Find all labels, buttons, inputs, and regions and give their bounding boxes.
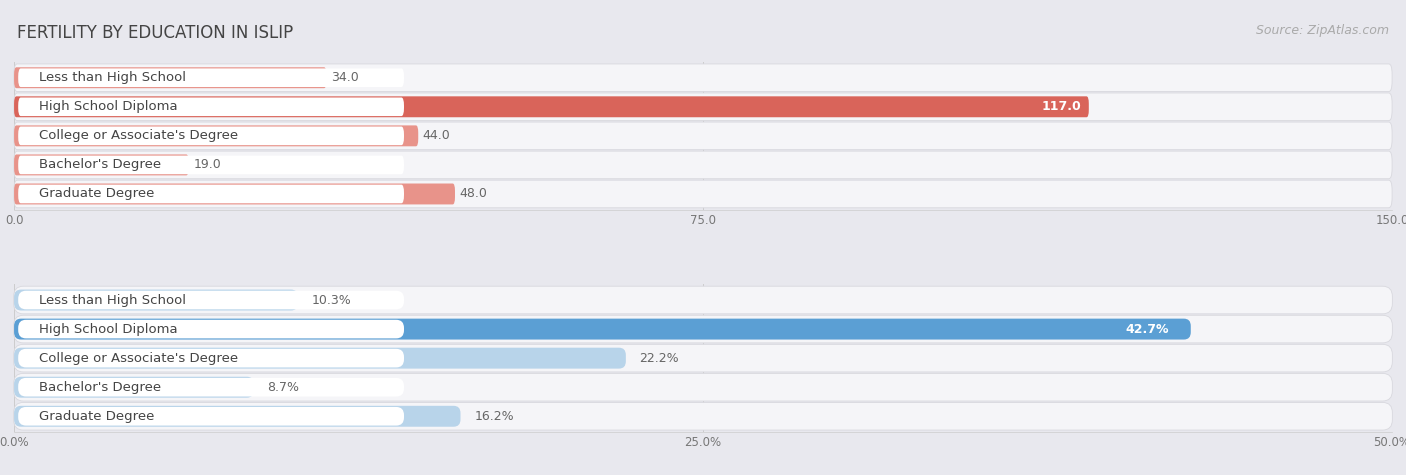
FancyBboxPatch shape: [14, 154, 188, 175]
Text: Graduate Degree: Graduate Degree: [39, 410, 155, 423]
Text: Source: ZipAtlas.com: Source: ZipAtlas.com: [1256, 24, 1389, 37]
FancyBboxPatch shape: [14, 96, 1088, 117]
FancyBboxPatch shape: [14, 373, 1392, 401]
FancyBboxPatch shape: [14, 402, 1392, 430]
Text: 42.7%: 42.7%: [1125, 323, 1168, 336]
Text: Less than High School: Less than High School: [39, 71, 186, 84]
FancyBboxPatch shape: [18, 320, 404, 338]
FancyBboxPatch shape: [18, 291, 404, 309]
Text: 117.0: 117.0: [1042, 100, 1081, 114]
FancyBboxPatch shape: [14, 290, 298, 311]
Text: Less than High School: Less than High School: [39, 294, 186, 306]
FancyBboxPatch shape: [18, 349, 404, 368]
FancyBboxPatch shape: [18, 68, 404, 87]
FancyBboxPatch shape: [14, 183, 456, 204]
FancyBboxPatch shape: [14, 180, 1392, 208]
FancyBboxPatch shape: [14, 93, 1392, 121]
FancyBboxPatch shape: [14, 319, 1191, 340]
Text: 44.0: 44.0: [423, 129, 450, 142]
FancyBboxPatch shape: [14, 286, 1392, 314]
FancyBboxPatch shape: [18, 97, 404, 116]
Text: College or Associate's Degree: College or Associate's Degree: [39, 352, 238, 365]
FancyBboxPatch shape: [14, 348, 626, 369]
Text: Graduate Degree: Graduate Degree: [39, 188, 155, 200]
Text: 16.2%: 16.2%: [474, 410, 515, 423]
FancyBboxPatch shape: [18, 185, 404, 203]
Text: Bachelor's Degree: Bachelor's Degree: [39, 158, 160, 171]
Text: 19.0: 19.0: [193, 158, 221, 171]
FancyBboxPatch shape: [14, 64, 1392, 92]
Text: 8.7%: 8.7%: [267, 380, 299, 394]
FancyBboxPatch shape: [14, 377, 254, 398]
FancyBboxPatch shape: [14, 406, 461, 427]
Text: 48.0: 48.0: [460, 188, 488, 200]
FancyBboxPatch shape: [14, 151, 1392, 179]
FancyBboxPatch shape: [14, 315, 1392, 343]
FancyBboxPatch shape: [14, 67, 326, 88]
FancyBboxPatch shape: [18, 378, 404, 397]
Text: 34.0: 34.0: [330, 71, 359, 84]
Text: 22.2%: 22.2%: [640, 352, 679, 365]
FancyBboxPatch shape: [18, 407, 404, 426]
FancyBboxPatch shape: [14, 125, 418, 146]
FancyBboxPatch shape: [14, 122, 1392, 150]
Text: 10.3%: 10.3%: [312, 294, 352, 306]
FancyBboxPatch shape: [14, 344, 1392, 372]
Text: High School Diploma: High School Diploma: [39, 323, 177, 336]
Text: College or Associate's Degree: College or Associate's Degree: [39, 129, 238, 142]
Text: Bachelor's Degree: Bachelor's Degree: [39, 380, 160, 394]
Text: FERTILITY BY EDUCATION IN ISLIP: FERTILITY BY EDUCATION IN ISLIP: [17, 24, 292, 42]
Text: High School Diploma: High School Diploma: [39, 100, 177, 114]
FancyBboxPatch shape: [18, 126, 404, 145]
FancyBboxPatch shape: [18, 156, 404, 174]
